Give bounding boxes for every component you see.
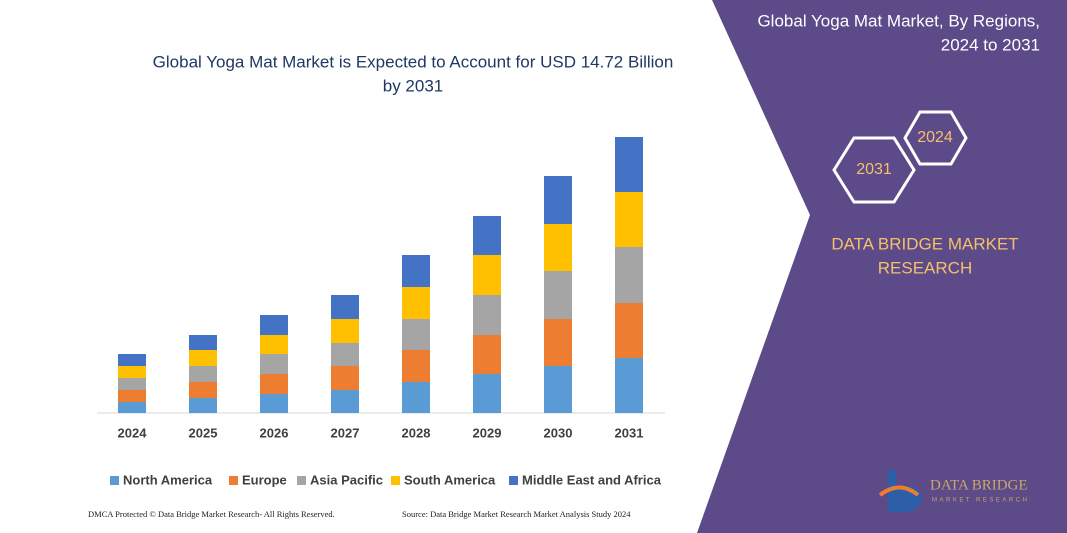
bar-segment — [118, 354, 146, 366]
bar-segment — [473, 374, 501, 413]
x-tick-label: 2029 — [473, 425, 502, 440]
side-panel — [697, 0, 1067, 533]
bar-segment — [544, 271, 572, 319]
hexagon-label: 2031 — [856, 161, 892, 178]
bar-segment — [544, 176, 572, 224]
bar-segment — [402, 287, 430, 319]
hexagon — [903, 110, 968, 166]
bar-segment — [473, 295, 501, 335]
bar-segment — [402, 350, 430, 382]
bar-segment — [615, 247, 643, 303]
x-tick-label: 2027 — [331, 425, 360, 440]
bar-segment — [402, 255, 430, 287]
legend-swatch — [110, 476, 119, 485]
bar-segment — [331, 390, 359, 413]
legend-label: Europe — [242, 472, 287, 487]
bar-segment — [189, 398, 217, 413]
legend-label: North America — [123, 472, 213, 487]
bar-segment — [260, 354, 288, 374]
bar-segment — [402, 319, 430, 350]
bar-segment — [615, 137, 643, 192]
x-tick-label: 2025 — [189, 425, 218, 440]
legend-swatch — [391, 476, 400, 485]
bar-segment — [402, 382, 430, 413]
panel-title: Global Yoga Mat Market, By Regions, — [757, 11, 1040, 30]
footer: Source: Data Bridge Market Research Mark… — [402, 509, 631, 519]
legend-swatch — [509, 476, 518, 485]
bar-segment — [544, 224, 572, 271]
bar-segment — [260, 394, 288, 413]
logo-text: MARKET RESEARCH — [932, 498, 1029, 504]
logo-mark — [888, 470, 922, 513]
bar-segment — [615, 358, 643, 413]
x-tick-label: 2030 — [544, 425, 573, 440]
legend-label: Middle East and Africa — [522, 472, 662, 487]
bar-segment — [189, 382, 217, 398]
bar-segment — [189, 350, 217, 366]
x-tick-label: 2026 — [260, 425, 289, 440]
brand: DATA BRIDGE MARKET — [831, 234, 1018, 253]
chart-title: by 2031 — [383, 76, 444, 95]
bar-segment — [260, 374, 288, 394]
bar-segment — [260, 315, 288, 335]
x-tick-label: 2024 — [118, 425, 148, 440]
bar-segment — [118, 378, 146, 390]
legend-label: South America — [404, 472, 496, 487]
panel-title: 2024 to 2031 — [941, 35, 1040, 54]
brand: RESEARCH — [878, 258, 972, 277]
bar-segment — [615, 303, 643, 358]
logo-mark — [878, 485, 920, 497]
bar-segment — [544, 319, 572, 366]
logo-text: DATA BRIDGE — [930, 477, 1028, 493]
bar-segment — [118, 366, 146, 378]
legend-label: Asia Pacific — [310, 472, 383, 487]
chart-title: Global Yoga Mat Market is Expected to Ac… — [153, 52, 674, 71]
bar-segment — [615, 192, 643, 247]
bar-segment — [189, 335, 217, 350]
legend-swatch — [229, 476, 238, 485]
bar-segment — [331, 366, 359, 390]
legend-swatch — [297, 476, 306, 485]
bar-segment — [331, 343, 359, 366]
bar-segment — [118, 402, 146, 413]
bar-segment — [118, 390, 146, 402]
footer: DMCA Protected © Data Bridge Market Rese… — [88, 509, 335, 519]
x-tick-label: 2028 — [402, 425, 431, 440]
bar-segment — [260, 335, 288, 354]
bar-segment — [473, 255, 501, 295]
hexagon — [832, 136, 916, 204]
bar-segment — [544, 366, 572, 413]
bar-segment — [473, 216, 501, 255]
bar-segment — [331, 295, 359, 319]
x-tick-label: 2031 — [615, 425, 644, 440]
hexagon-label: 2024 — [917, 129, 953, 146]
bar-segment — [473, 335, 501, 374]
bar-segment — [331, 319, 359, 343]
logo: DATA BRIDGE MARKET RESEARCH — [878, 470, 1029, 513]
bar-segment — [189, 366, 217, 382]
